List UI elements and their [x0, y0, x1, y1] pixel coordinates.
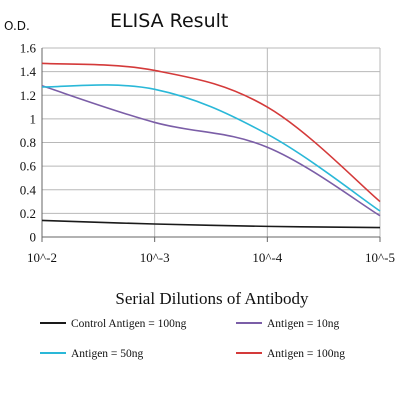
y-tick-label: 1.2: [20, 88, 36, 103]
y-tick-label: 1.6: [20, 41, 37, 56]
y-tick-label: 0: [30, 230, 37, 245]
legend-label-2: Antigen = 50ng: [71, 348, 144, 360]
x-tick-label: 10^-5: [365, 250, 395, 265]
legend-label-0: Control Antigen = 100ng: [71, 318, 187, 330]
series-line-2: [41, 84, 381, 212]
plot-area: 0 0.2 0.4 0.6 0.8 1 1.2 1.4 1.6 10^-2 10^-3 10^-4 10…: [20, 41, 395, 266]
y-tick-label: 0.4: [20, 182, 37, 197]
x-tick-label: 10^-4: [252, 250, 282, 265]
y-axis-label: O.D.: [4, 19, 30, 33]
y-tick-label: 0.2: [20, 206, 36, 221]
legend: Control Antigen = 100ng Antigen = 10ng Ant…: [40, 318, 345, 360]
y-tick-label: 0.8: [20, 135, 36, 150]
y-tick-label: 0.6: [20, 159, 37, 174]
series-line-3: [41, 62, 381, 203]
x-axis-label: Serial Dilutions of Antibody: [115, 289, 309, 308]
x-tick-label: 10^-2: [27, 250, 57, 265]
series-line-1: [41, 85, 381, 217]
x-tick-label: 10^-3: [140, 250, 170, 265]
legend-label-1: Antigen = 10ng: [267, 318, 340, 330]
chart-title: ELISA Result: [110, 10, 228, 32]
legend-label-3: Antigen = 100ng: [267, 348, 345, 360]
series-line-0: [41, 219, 381, 229]
y-tick-label: 1.4: [20, 64, 37, 79]
y-tick-label: 1: [30, 111, 37, 126]
